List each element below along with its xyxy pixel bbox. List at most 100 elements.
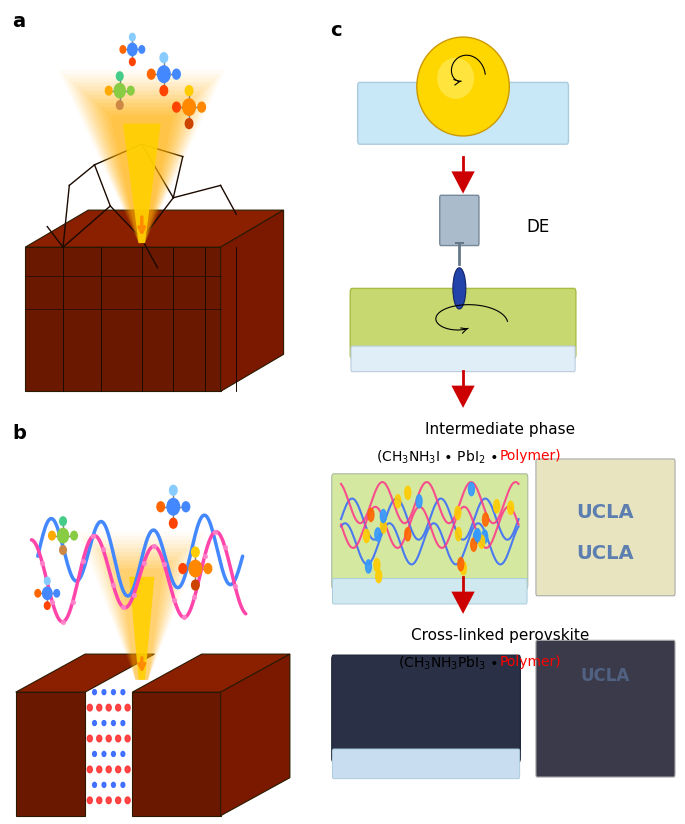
FancyBboxPatch shape (332, 578, 527, 604)
Circle shape (458, 558, 464, 571)
Point (158, 557, 169, 570)
Circle shape (179, 564, 186, 574)
Circle shape (374, 559, 380, 572)
Text: c: c (330, 21, 342, 40)
Text: (CH$_3$NH$_3$I $\bullet$ PbI$_2$ $\bullet$: (CH$_3$NH$_3$I $\bullet$ PbI$_2$ $\bulle… (376, 449, 500, 466)
Point (98, 543, 109, 556)
Circle shape (42, 587, 52, 600)
Circle shape (87, 735, 92, 742)
Polygon shape (132, 654, 290, 692)
Circle shape (121, 783, 125, 788)
Polygon shape (451, 386, 475, 408)
Point (108, 578, 119, 592)
Circle shape (114, 83, 125, 98)
Polygon shape (101, 107, 183, 243)
Circle shape (192, 580, 199, 590)
Circle shape (169, 518, 177, 528)
Circle shape (125, 735, 130, 742)
Circle shape (364, 529, 369, 542)
Circle shape (405, 486, 411, 499)
Circle shape (368, 508, 374, 522)
Circle shape (479, 535, 484, 548)
Polygon shape (91, 544, 192, 680)
Text: (CH$_3$NH$_3$PbI$_3$ $\bullet$: (CH$_3$NH$_3$PbI$_3$ $\bullet$ (398, 655, 500, 672)
Circle shape (460, 562, 466, 575)
Circle shape (35, 590, 40, 597)
Point (210, 526, 221, 539)
Point (199, 550, 210, 563)
Circle shape (54, 590, 60, 597)
Circle shape (116, 72, 123, 81)
Circle shape (112, 690, 115, 695)
Circle shape (102, 690, 106, 695)
Circle shape (87, 797, 92, 803)
Circle shape (455, 506, 461, 519)
Circle shape (376, 569, 382, 583)
Circle shape (106, 735, 111, 742)
Circle shape (97, 766, 102, 773)
Polygon shape (132, 692, 221, 816)
Circle shape (49, 531, 55, 540)
Polygon shape (105, 556, 178, 680)
Circle shape (127, 44, 137, 56)
Circle shape (116, 101, 123, 110)
Circle shape (45, 577, 50, 585)
Ellipse shape (416, 37, 510, 136)
FancyBboxPatch shape (536, 459, 675, 596)
Circle shape (87, 705, 92, 711)
Circle shape (405, 527, 411, 541)
Polygon shape (86, 95, 197, 243)
Ellipse shape (453, 268, 466, 309)
Text: UCLA: UCLA (577, 544, 634, 563)
Polygon shape (221, 210, 284, 391)
Circle shape (102, 783, 106, 788)
Circle shape (183, 99, 195, 115)
Circle shape (139, 46, 145, 54)
Point (169, 593, 179, 606)
Point (219, 541, 230, 554)
Text: Small-molecular
intermediate phase: Small-molecular intermediate phase (99, 29, 248, 63)
Circle shape (469, 483, 475, 496)
Circle shape (116, 735, 121, 742)
Circle shape (482, 513, 488, 527)
FancyBboxPatch shape (332, 749, 520, 779)
Polygon shape (101, 552, 183, 680)
Circle shape (121, 720, 125, 726)
Point (149, 540, 160, 553)
Circle shape (366, 559, 371, 573)
Point (57, 616, 68, 629)
Polygon shape (16, 654, 154, 692)
Circle shape (102, 751, 106, 756)
Polygon shape (123, 124, 161, 243)
Circle shape (182, 502, 190, 512)
FancyBboxPatch shape (536, 640, 675, 777)
Circle shape (121, 751, 125, 756)
Circle shape (157, 502, 164, 512)
FancyBboxPatch shape (350, 288, 576, 358)
Circle shape (185, 86, 193, 96)
Text: Polymer): Polymer) (500, 449, 562, 463)
Circle shape (508, 501, 514, 514)
Circle shape (92, 690, 97, 695)
Ellipse shape (437, 58, 474, 99)
Circle shape (127, 87, 134, 95)
Polygon shape (77, 87, 206, 243)
Polygon shape (96, 103, 188, 243)
Text: b: b (12, 424, 27, 443)
Point (77, 554, 88, 567)
Polygon shape (129, 577, 154, 680)
Circle shape (58, 528, 68, 543)
Text: a: a (12, 12, 26, 31)
Circle shape (116, 797, 121, 803)
Circle shape (112, 783, 115, 788)
Circle shape (116, 766, 121, 773)
Point (229, 580, 240, 593)
Text: Polymer): Polymer) (500, 655, 562, 669)
FancyBboxPatch shape (332, 474, 527, 589)
Polygon shape (25, 210, 284, 247)
Point (67, 595, 78, 608)
Circle shape (125, 797, 130, 803)
Point (189, 591, 200, 604)
Text: UCLA: UCLA (577, 503, 634, 522)
Circle shape (112, 720, 115, 726)
